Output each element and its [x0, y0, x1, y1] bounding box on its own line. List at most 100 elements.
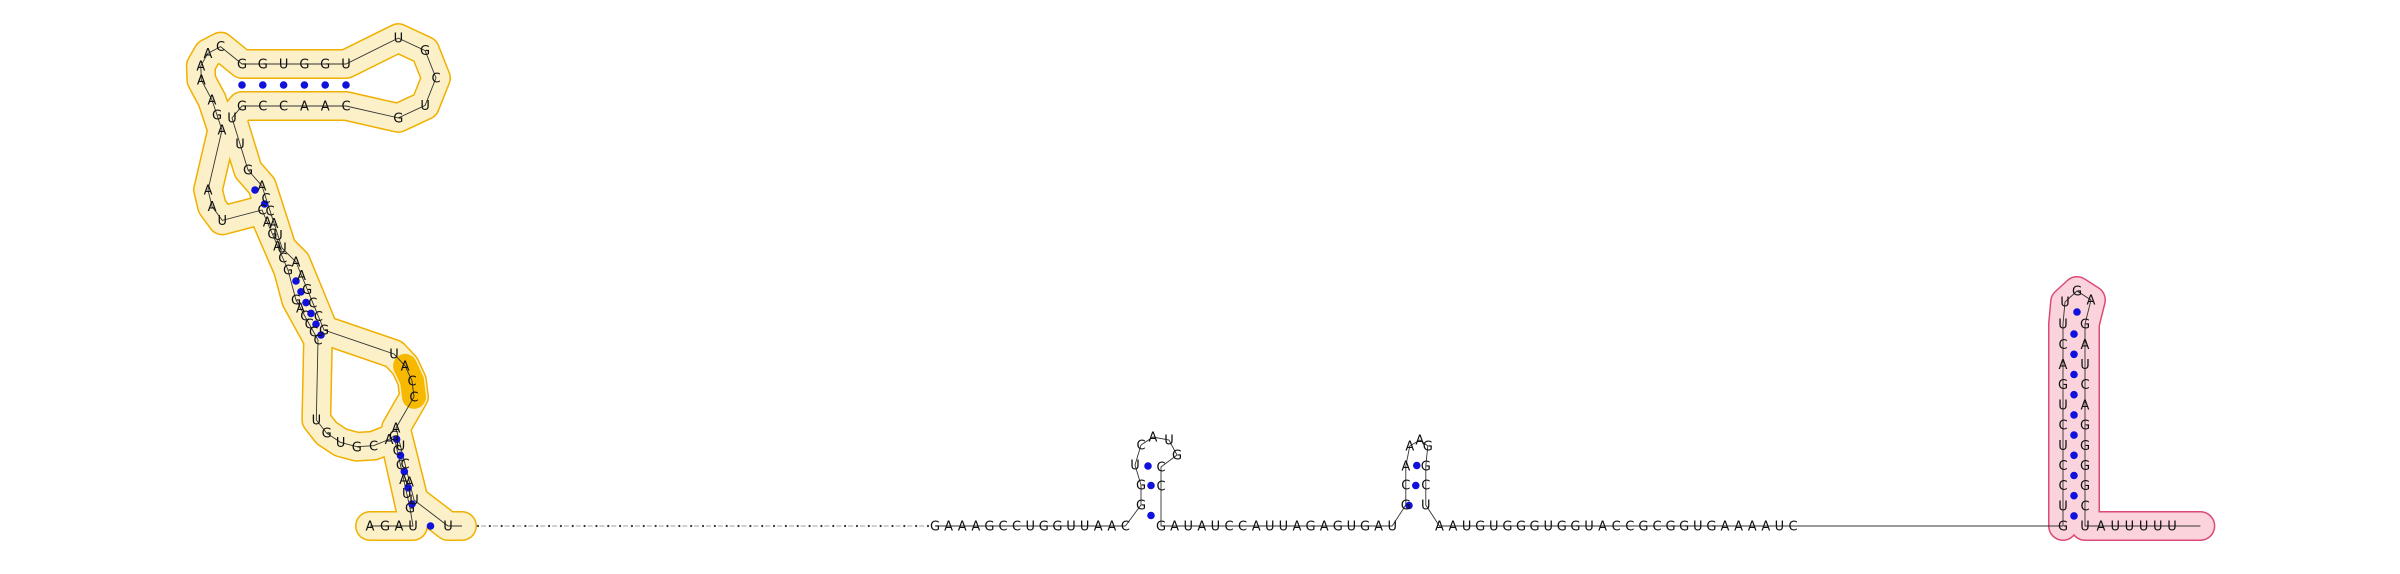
linker-dot: [488, 524, 491, 528]
domain-b-nucleotide: A: [2097, 520, 2106, 535]
linker-dot: [832, 524, 835, 528]
domain-a-nucleotide: C: [261, 192, 270, 207]
domain-a-nucleotide: G: [237, 100, 247, 115]
main-nucleotide: A: [1320, 520, 1329, 535]
linker-dot: [536, 524, 539, 528]
domain-b-nucleotide: G: [2080, 419, 2090, 434]
domain-a-nucleotide: U: [235, 138, 245, 153]
domain-b-nucleotide: C: [2058, 459, 2067, 474]
main-nucleotide: U: [1775, 520, 1785, 535]
domain-a-nucleotide: A: [208, 200, 217, 215]
main-nucleotide: G: [1557, 520, 1567, 535]
domain-b-pair: [2070, 431, 2078, 439]
linker-dot: [820, 524, 823, 528]
linker-dot: [808, 524, 811, 528]
domain-a-nucleotide: G: [393, 112, 403, 127]
domain-a-nucleotide: G: [420, 44, 430, 59]
main-nucleotide: U: [1489, 520, 1499, 535]
domain-a-pair: [302, 298, 310, 307]
main-nucleotide: A: [1107, 520, 1116, 535]
linker-dot: [844, 524, 847, 528]
main-nucleotide: A: [944, 520, 953, 535]
domain-a-nucleotide: A: [204, 184, 213, 199]
domain-a-nucleotide: G: [380, 520, 390, 535]
main-nucleotide: G: [1172, 449, 1182, 464]
main-nucleotide: G: [1570, 520, 1580, 535]
main-nucleotide: C: [1612, 520, 1621, 535]
domain-a-pair: [317, 331, 325, 339]
domain-a-nucleotide: G: [258, 58, 268, 73]
domain-b-pair: [2070, 390, 2078, 399]
linker-dot: [630, 524, 634, 528]
main-nucleotide: A: [1293, 520, 1302, 535]
domain-b-nucleotide: U: [2139, 520, 2149, 535]
domain-a-nucleotide: G: [267, 228, 277, 243]
main-nucleotide: C: [1156, 480, 1165, 495]
domain-a-nucleotide: U: [341, 58, 351, 73]
domain-a-nucleotide: U: [396, 440, 406, 455]
main-nucleotide: G: [1530, 520, 1540, 535]
main-nucleotide: U: [1693, 520, 1703, 535]
main-nucleotide: G: [930, 520, 940, 535]
domain-a-nucleotide: A: [401, 360, 410, 375]
main-nucleotide: C: [1238, 520, 1247, 535]
main-nucleotide: A: [958, 520, 967, 535]
domain-a-pair: [292, 277, 300, 285]
linker-dot: [595, 524, 598, 528]
domain-a-nucleotide: C: [369, 439, 378, 454]
main-nucleotide: G: [1706, 520, 1716, 535]
domain-a-nucleotide: G: [302, 283, 312, 298]
domain-a-nucleotide: C: [305, 318, 314, 333]
main-nucleotide: A: [1721, 520, 1730, 535]
main-nucleotide: U: [1387, 520, 1397, 535]
domain-a-nucleotide: A: [258, 180, 267, 195]
domain-b-nucleotide: C: [2058, 338, 2067, 353]
linker-dot: [903, 524, 906, 528]
linker-dot: [547, 524, 551, 528]
main-nucleotide: C: [1012, 520, 1021, 535]
linker-dot: [476, 524, 480, 528]
domain-a-pair: [321, 81, 330, 89]
main-nucleotide: U: [1025, 520, 1035, 535]
linker-dot: [867, 524, 870, 528]
hairpin-2-backbone: [1391, 439, 1429, 527]
domain-a-pair: [238, 81, 246, 89]
domain-a-nucleotide: C: [313, 334, 322, 349]
domain-a-nucleotide: G: [243, 164, 253, 179]
linker-dot: [713, 524, 716, 528]
domain-a-nucleotide: G: [291, 294, 301, 309]
domain-a-nucleotide: C: [278, 252, 287, 267]
main-nucleotide: U: [1584, 520, 1594, 535]
linker-dot: [607, 524, 610, 528]
domain-a-nucleotide: G: [352, 440, 362, 455]
linker-dot: [666, 524, 669, 528]
domain-a-nucleotide: A: [263, 216, 272, 231]
main-nucleotide: U: [1421, 499, 1431, 514]
domain-a-nucleotide: G: [389, 430, 399, 445]
domain-a-nucleotide: C: [216, 40, 225, 55]
main-nucleotide: A: [1197, 520, 1206, 535]
domain-a-nucleotide: U: [389, 348, 399, 363]
linker-dot: [879, 524, 882, 528]
hairpin-2-pair: [1413, 461, 1421, 470]
domain-b-nucleotide: U: [2080, 520, 2090, 535]
main-nucleotide: A: [1415, 434, 1424, 449]
domain-b-nucleotide: C: [2080, 378, 2089, 393]
domain-a-nucleotide: A: [208, 94, 217, 109]
domain-b-pair: [2070, 411, 2078, 419]
main-nucleotide: C: [1625, 520, 1634, 535]
linker-dot: [654, 524, 657, 528]
domain-a-nucleotide: A: [197, 74, 206, 89]
main-nucleotide: G: [1306, 520, 1316, 535]
domain-b-nucleotide: A: [2081, 338, 2090, 353]
domain-a-pair: [408, 500, 416, 508]
linker-dot: [855, 524, 859, 528]
main-nucleotide: C: [998, 520, 1007, 535]
domain-b-nucleotide: G: [2080, 459, 2090, 474]
main-nucleotide: A: [1401, 460, 1410, 475]
main-nucleotide: G: [1502, 520, 1512, 535]
domain-a-nucleotide: U: [312, 413, 322, 428]
main-nucleotide: U: [1543, 520, 1553, 535]
domain-b-nucleotide: U: [2125, 520, 2135, 535]
main-nucleotide: A: [1748, 520, 1757, 535]
